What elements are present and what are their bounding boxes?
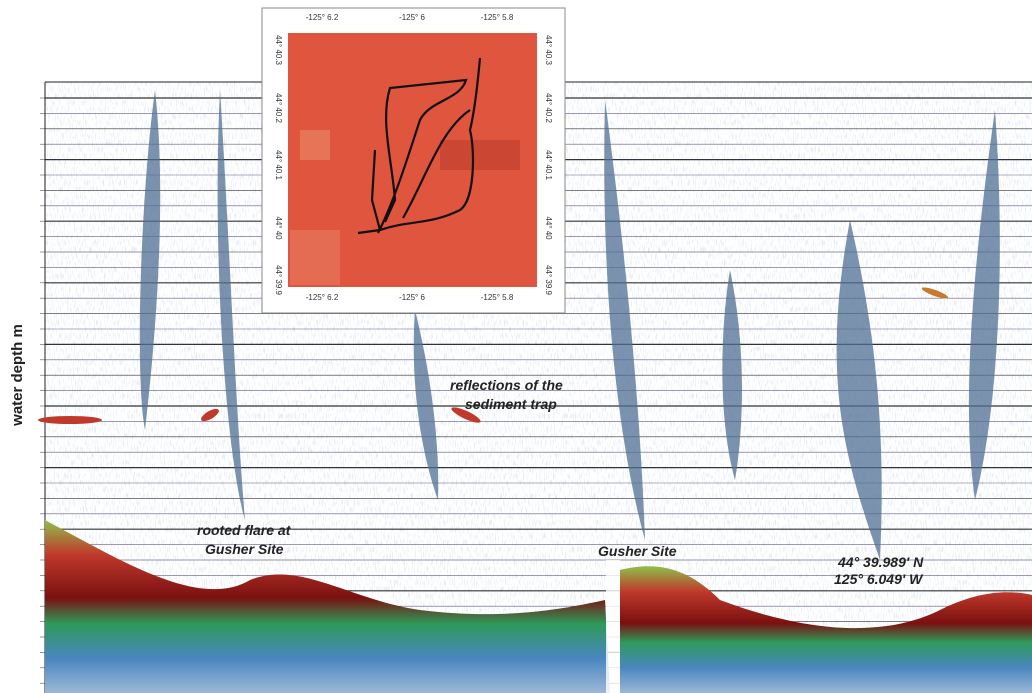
lon-tick: -125° 6.2 [306, 293, 339, 302]
annotation: 125° 6.049' W [834, 571, 924, 587]
lon-tick: -125° 6 [399, 293, 425, 302]
flares [139, 90, 1000, 560]
reflection [38, 416, 102, 424]
annotation: sediment trap [465, 396, 557, 412]
axis-label: water depth m [9, 324, 26, 427]
flare [968, 110, 1000, 500]
annotation: rooted flare at [197, 522, 292, 538]
lat-tick: 44° 40.2 [274, 93, 283, 123]
reflection [921, 287, 949, 299]
lat-tick: 44° 40 [274, 216, 283, 240]
map-cell [290, 230, 340, 285]
annotation: Gusher Site [205, 541, 284, 557]
reflection [451, 407, 481, 423]
flare [604, 100, 645, 540]
flare [413, 310, 439, 500]
annotation: Gusher Site [598, 543, 677, 559]
flare [139, 90, 161, 430]
lat-tick: 44° 40.3 [544, 35, 553, 65]
seafloor [45, 520, 610, 693]
data-gap [606, 560, 620, 693]
ship-track [357, 57, 482, 235]
lat-tick: 44° 40 [544, 216, 553, 240]
lon-tick: -125° 5.8 [481, 293, 514, 302]
flare [217, 90, 245, 520]
annotation: reflections of the [450, 377, 563, 393]
inset-map: -125° 6.2 -125° 6 -125° 5.8 -125° 6.2 -1… [261, 7, 566, 314]
lat-tick: 44° 40.1 [274, 150, 283, 180]
lat-tick: 44° 40.2 [544, 93, 553, 123]
lat-tick: 44° 40.1 [544, 150, 553, 180]
lat-tick: 44° 39.9 [274, 265, 283, 295]
lon-tick: -125° 5.8 [481, 13, 514, 22]
annotation: 44° 39.989' N [837, 554, 924, 570]
map-cell [440, 140, 520, 170]
lat-tick: 44° 40.3 [274, 35, 283, 65]
lon-tick: -125° 6.2 [306, 13, 339, 22]
reflection [201, 408, 219, 422]
lat-tick: 44° 39.9 [544, 265, 553, 295]
map-cell [300, 130, 330, 160]
lon-tick: -125° 6 [399, 13, 425, 22]
trap-reflections [38, 287, 949, 424]
seafloor [620, 566, 1032, 693]
flare [722, 270, 742, 480]
flare [836, 220, 882, 560]
